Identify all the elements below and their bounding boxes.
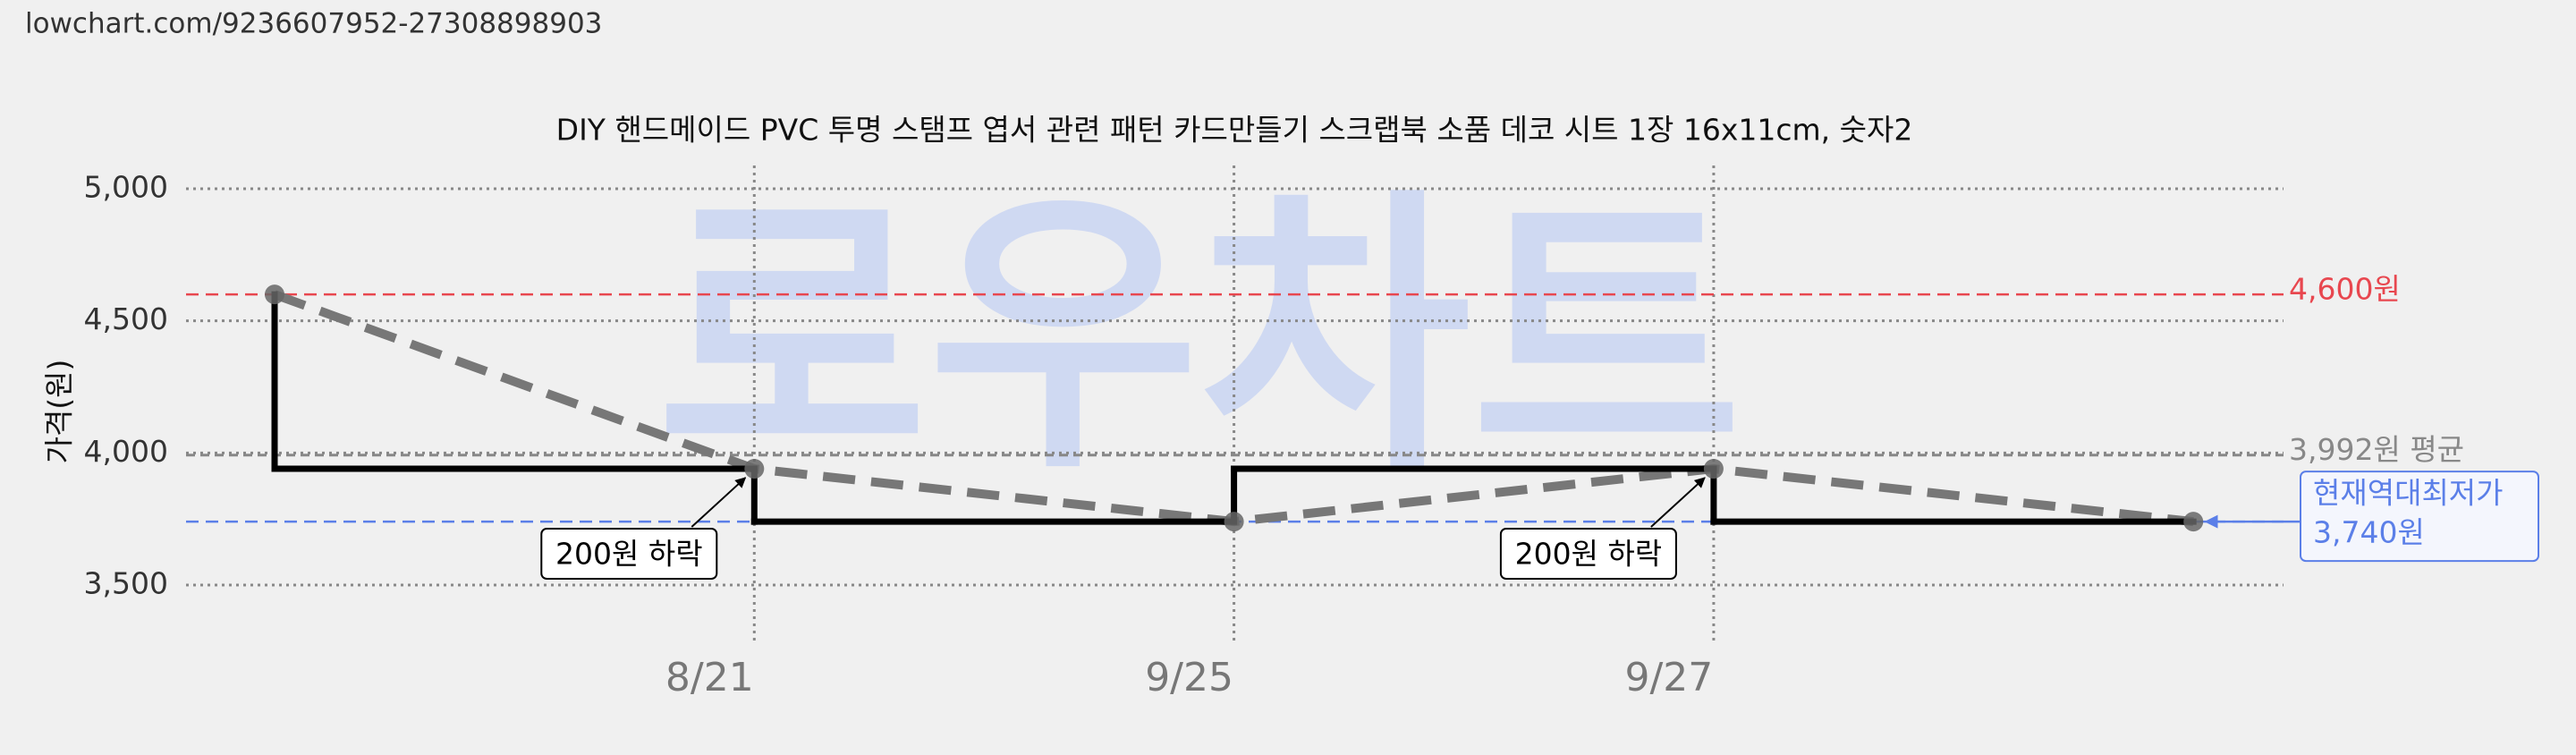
x-tick-label: 9/25	[1145, 655, 1233, 700]
url: lowchart.com/9236607952-27308898903	[25, 8, 602, 40]
reference-label: 3,992원 평균	[2289, 432, 2464, 467]
y-tick-label: 4,500	[84, 301, 168, 336]
y-axis-label: 가격(원)	[42, 360, 77, 464]
annotation-text: 200원 하락	[555, 537, 703, 572]
reference-label: 현재역대최저가	[2313, 476, 2504, 511]
x-tick-label: 8/21	[665, 655, 754, 700]
annotation-text: 200원 하락	[1515, 537, 1663, 572]
reference-box	[2300, 471, 2539, 563]
point	[744, 459, 765, 479]
watermark: 로우차트	[657, 165, 1742, 508]
annotation-box	[1499, 528, 1677, 580]
annotation-arrow	[1650, 477, 1706, 528]
point	[2183, 512, 2204, 532]
x-tick-label: 9/27	[1624, 655, 1713, 700]
point	[265, 284, 284, 305]
y-tick-label: 5,000	[84, 170, 168, 205]
chart-title: DIY 핸드메이드 PVC 투명 스탬프 엽서 관련 패턴 카드만들기 스크랩북…	[556, 113, 1913, 148]
reference-label: 4,600원	[2289, 272, 2401, 307]
y-tick-label: 4,000	[84, 434, 168, 469]
point	[1703, 459, 1724, 479]
reference-value-label: 3,740원	[2313, 515, 2425, 550]
annotation-box	[540, 528, 718, 580]
y-tick-label: 3,500	[84, 566, 168, 601]
point	[1224, 512, 1244, 532]
annotation-arrow	[691, 477, 747, 528]
